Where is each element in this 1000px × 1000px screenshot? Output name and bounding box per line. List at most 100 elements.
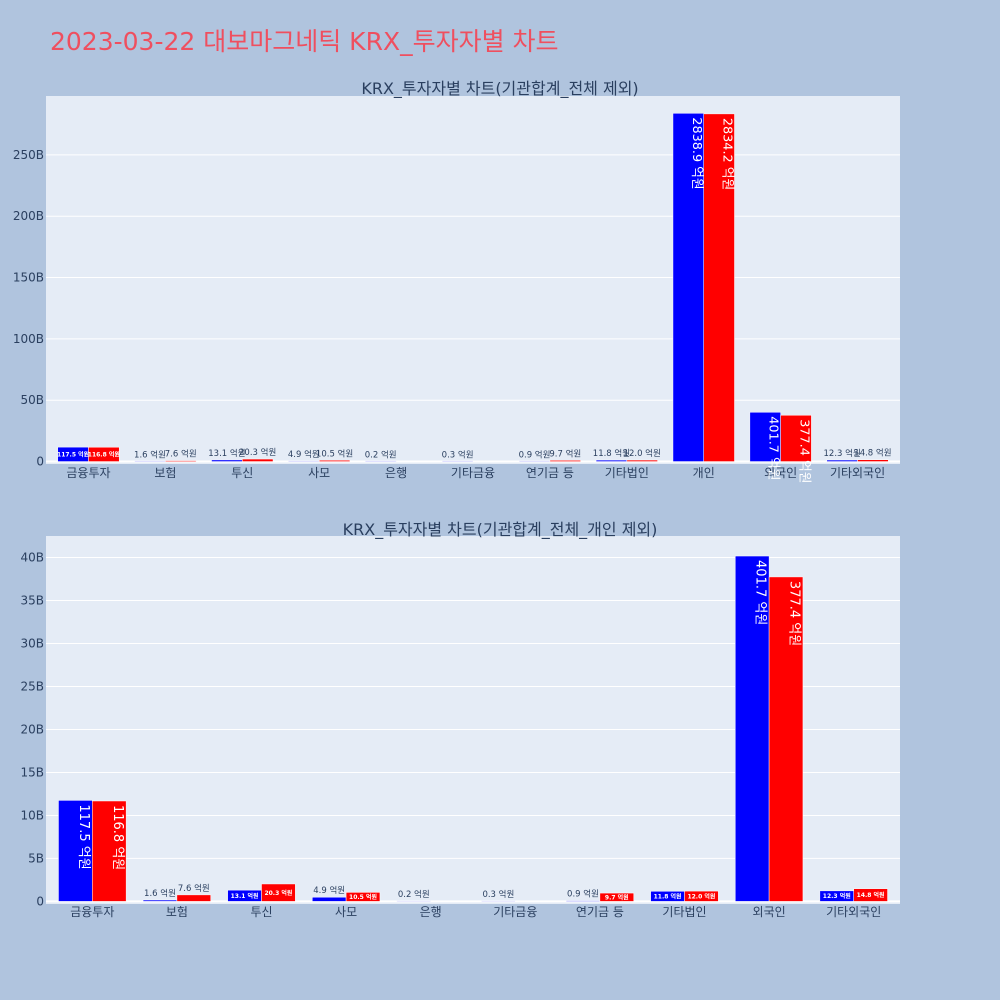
bar-value-label: 9.7 억원 (549, 448, 581, 459)
x-tick-label: 은행 (385, 465, 407, 480)
bar-매수 (595, 459, 628, 462)
bar-매수 (396, 900, 431, 902)
bar-매수 (134, 460, 166, 462)
bar-value-label: 0.9 억원 (519, 449, 551, 460)
bar-value-label: 10.5 억원 (349, 893, 377, 901)
bar-value-label: 0.2 억원 (365, 450, 397, 461)
bar-매도 (176, 894, 211, 902)
x-tick-label: 사모 (335, 905, 357, 919)
bar-매수 (211, 459, 243, 462)
bar-매수 (826, 459, 858, 462)
bar-value-label: 14.8 억원 (854, 448, 891, 459)
bar-value-label: 401.7 억원 (753, 560, 768, 625)
bar-value-label: 11.8 억원 (654, 892, 682, 900)
x-tick-label: 연기금 등 (576, 905, 624, 919)
bar-매수 (312, 896, 347, 902)
bar-value-label: 377.4 억원 (787, 581, 802, 646)
y-tick-label: 5B (28, 851, 44, 865)
bar-매수 (735, 555, 770, 902)
bar-매수 (518, 460, 551, 462)
y-tick-label: 0 (36, 894, 44, 908)
y-tick-label: 100B (13, 332, 44, 346)
y-tick-label: 35B (20, 593, 44, 607)
bar-매도 (599, 892, 634, 902)
bar-매도 (857, 459, 889, 462)
chart-institutions-excluded: 0 50B 100B 150B 200B 250B KRX_투자자별 차트(기관합계_전체 … (13, 79, 900, 484)
bar-value-label: 4.9 억원 (313, 885, 345, 896)
bar-value-label: 1.6 억원 (134, 449, 166, 460)
x-tick-label: 사모 (308, 466, 330, 480)
bar-value-label: 117.5 억원 (76, 804, 91, 869)
x-tick-label: 투신 (250, 905, 272, 919)
x-tick-label: 기타금융 (493, 905, 537, 919)
bar-value-label: 0.9 억원 (567, 889, 599, 900)
bar-매도 (853, 888, 888, 902)
y-tick-label: 10B (20, 808, 44, 822)
bar-매수 (288, 460, 320, 462)
bar-value-label: 12.0 억원 (624, 448, 661, 459)
bar-value-label: 117.5 억원 (57, 450, 89, 458)
x-tick-label: 연기금 등 (526, 466, 574, 480)
bar-value-label: 12.0 억원 (687, 892, 715, 900)
bar-매수 (441, 460, 474, 462)
bar-value-label: 401.7 억원 (766, 416, 781, 480)
chart-title: KRX_투자자별 차트(기관합계_전체_개인 제외) (343, 520, 658, 540)
x-tick-label: 기타금융 (451, 466, 495, 480)
bar-value-label: 20.3 억원 (264, 889, 292, 897)
x-tick-label: 기타법인 (662, 905, 706, 919)
y-tick-label: 0 (36, 455, 44, 469)
y-tick-label: 20B (20, 722, 44, 736)
x-tick-label: 외국인 (753, 905, 786, 919)
bar-매도 (88, 446, 120, 462)
bar-매도 (549, 460, 581, 462)
y-tick-label: 25B (20, 679, 44, 693)
bar-value-label: 377.4 억원 (797, 419, 812, 483)
bar-매수 (142, 899, 178, 902)
bar-value-label: 4.9 억원 (288, 449, 320, 460)
bar-매도 (703, 113, 735, 462)
bar-value-label: 9.7 억원 (605, 893, 629, 901)
y-tick-label: 150B (13, 271, 44, 285)
bar-value-label: 116.8 억원 (110, 805, 125, 870)
bar-매도 (165, 460, 197, 462)
bar-value-label: 13.1 억원 (208, 448, 245, 459)
bar-매도 (92, 800, 127, 902)
x-tick-label: 기타외국인 (830, 466, 885, 480)
page-title: 2023-03-22 대보마그네틱 KRX_투자자별 차트 (50, 27, 559, 56)
bar-value-label: 0.2 억원 (398, 889, 430, 900)
x-tick-label: 외국인 (764, 466, 797, 480)
bar-매도 (684, 890, 719, 902)
bar-value-label: 2838.9 억원 (689, 117, 704, 189)
bar-매수 (481, 900, 516, 902)
bar-매도 (345, 892, 381, 902)
y-tick-label: 15B (20, 765, 44, 779)
chart-institutions-individual-excluded: 0 5B 10B 15B 20B 25B 30B 35B 40B KRX_투자자별 차트(기관합계… (20, 520, 900, 919)
bar-value-label: 0.3 억원 (442, 450, 474, 461)
bar-매도 (318, 460, 351, 462)
x-tick-label: 개인 (693, 466, 715, 480)
x-tick-label: 금융투자 (66, 466, 110, 480)
x-tick-label: 보험 (154, 466, 176, 480)
bar-매수 (672, 113, 704, 462)
bar-value-label: 2834.2 억원 (720, 118, 735, 190)
bar-매도 (242, 458, 274, 462)
bar-value-label: 14.8 억원 (857, 891, 885, 899)
x-tick-label: 보험 (166, 905, 188, 919)
y-tick-label: 30B (20, 636, 44, 650)
bar-매수 (365, 460, 397, 462)
bar-매수 (565, 900, 601, 902)
y-tick-label: 200B (13, 209, 44, 223)
y-tick-label: 250B (13, 148, 44, 162)
bar-value-label: 10.5 억원 (316, 448, 353, 459)
plot-area (46, 96, 900, 464)
bar-value-label: 12.3 억원 (823, 892, 851, 900)
bar-매수 (58, 800, 93, 902)
y-tick-label: 50B (20, 393, 44, 407)
bar-value-label: 0.3 억원 (482, 889, 514, 900)
bar-value-label: 20.3 억원 (239, 447, 276, 458)
bar-value-label: 13.1 억원 (231, 892, 259, 900)
bar-value-label: 116.8 억원 (88, 450, 120, 458)
bar-value-label: 7.6 억원 (165, 449, 197, 460)
x-tick-label: 투신 (231, 466, 253, 480)
